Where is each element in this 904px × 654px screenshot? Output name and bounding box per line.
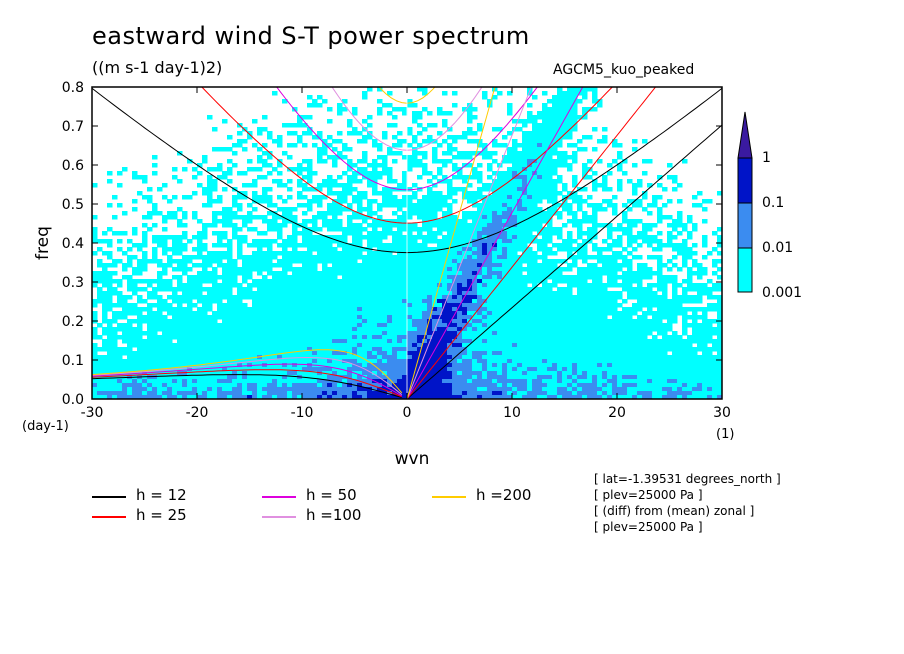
colorbar-triangle [737, 111, 753, 159]
annotation-diff: [ (diff) from (mean) zonal ] [594, 504, 755, 518]
y-tick-label-8: 0.8 [62, 80, 84, 96]
y-tick-label-3: 0.3 [62, 275, 84, 291]
rossby-curve-2 [92, 363, 403, 397]
legend-label-4: h =200 [476, 486, 532, 504]
model-label: AGCM5_kuo_peaked [553, 62, 695, 78]
heatmap-field [92, 87, 722, 399]
legend-label-2: h = 50 [306, 486, 357, 504]
y-tick-label-6: 0.6 [62, 158, 84, 174]
x-tick-label-2: -10 [291, 405, 314, 421]
legend-line-3 [262, 516, 296, 518]
colorbar-segment-2 [737, 157, 753, 204]
x-axis-label: wvn [395, 449, 430, 469]
kelvin-curve-0 [406, 124, 722, 399]
kelvin-curve-2 [406, 87, 584, 399]
colorbar-label-1: 0.01 [762, 240, 793, 256]
colorbar-segment-1 [737, 202, 753, 249]
y-tick-label-2: 0.2 [62, 314, 84, 330]
annotation-plev: [ plev=25000 Pa ] [594, 488, 703, 502]
y-axis-label: freq [33, 226, 53, 260]
x-tick-label-4: 10 [503, 405, 521, 421]
kelvin-curve-3 [406, 87, 532, 399]
x-tick-label-5: 20 [608, 405, 626, 421]
chart-title: eastward wind S-T power spectrum [92, 22, 530, 50]
colorbar-segment-0 [737, 247, 753, 293]
y-tick-label-7: 0.7 [62, 119, 84, 135]
y-unit-label: (day-1) [22, 419, 69, 434]
annotation-plev-2: [ plev=25000 Pa ] [594, 520, 703, 534]
annotation-lat: [ lat=-1.39531 degrees_north ] [594, 472, 781, 486]
legend-line-0 [92, 496, 126, 498]
units-label: ((m s-1 day-1)2) [92, 58, 223, 77]
x-tick-label-1: -20 [186, 405, 209, 421]
x-unit-label: (1) [716, 427, 734, 442]
rossby-curve-3 [92, 356, 403, 395]
legend-line-4 [432, 496, 466, 498]
legend-line-2 [262, 496, 296, 498]
y-tick-label-4: 0.4 [62, 236, 84, 252]
y-tick-label-0: 0.0 [62, 392, 84, 408]
legend-label-0: h = 12 [136, 486, 187, 504]
kelvin-curve-4 [406, 87, 496, 399]
legend-label-3: h =100 [306, 506, 362, 524]
colorbar-label-3: 1 [762, 150, 771, 166]
colorbar-label-2: 0.1 [762, 195, 784, 211]
kelvin-curve-1 [406, 87, 657, 399]
rossby-curve-0 [92, 374, 402, 398]
rossby-curve-4 [92, 349, 403, 394]
rossby-curve-1 [92, 369, 402, 398]
legend-label-1: h = 25 [136, 506, 187, 524]
y-tick-label-1: 0.1 [62, 353, 84, 369]
colorbar-label-0: 0.001 [762, 285, 802, 301]
legend-line-1 [92, 516, 126, 518]
x-tick-label-0: -30 [81, 405, 104, 421]
x-tick-label-3: 0 [403, 405, 412, 421]
y-tick-label-5: 0.5 [62, 197, 84, 213]
x-tick-label-6: 30 [713, 405, 731, 421]
